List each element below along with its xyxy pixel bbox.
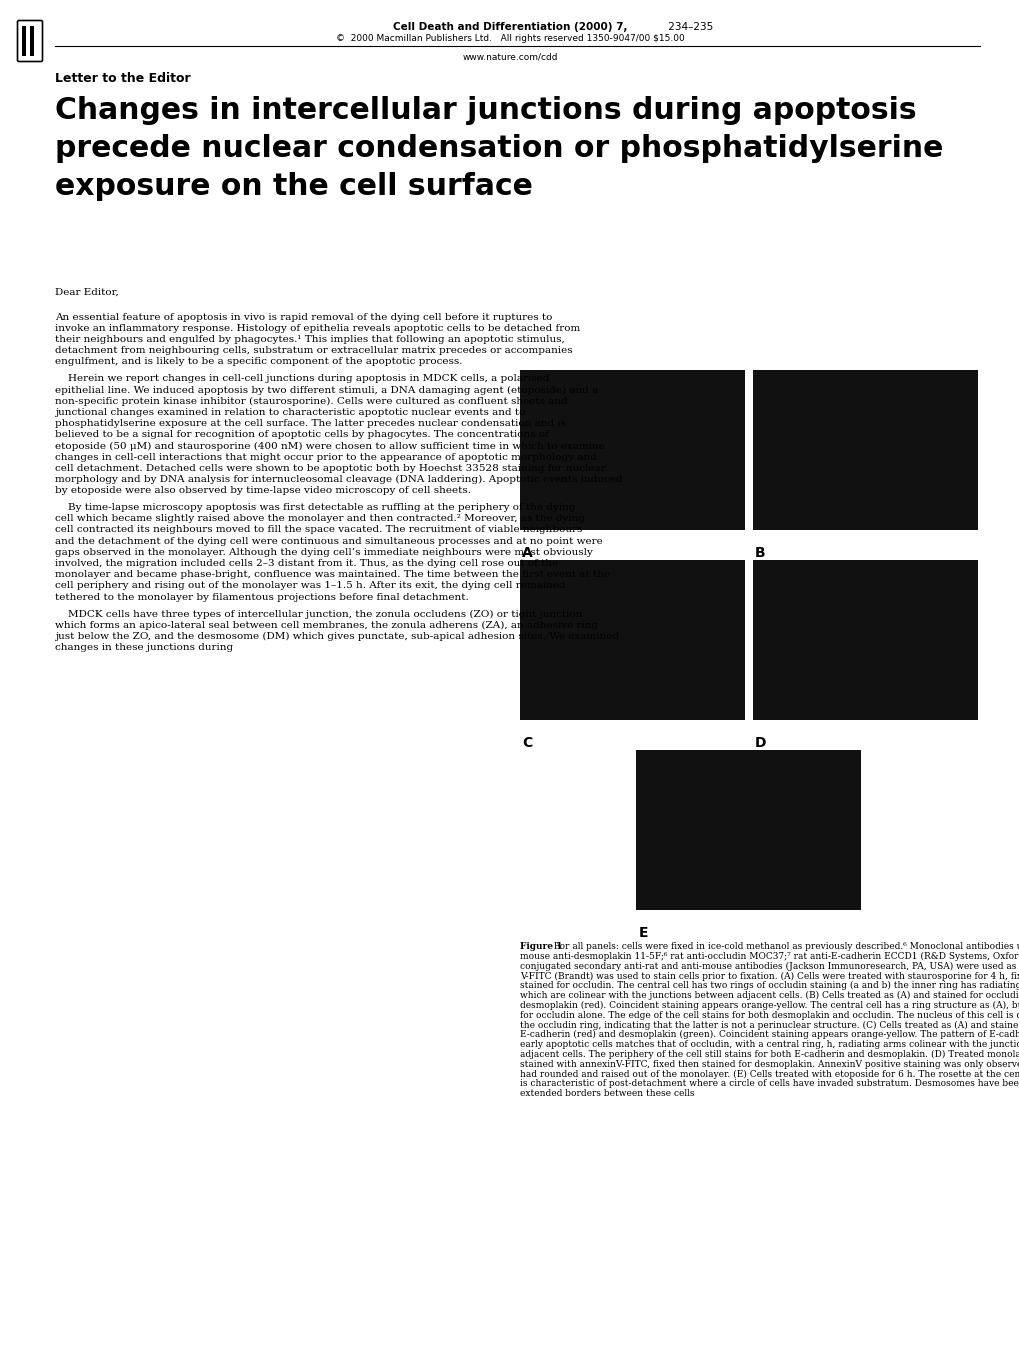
Text: early apoptotic cells matches that of occludin, with a central ring, h, radiatin: early apoptotic cells matches that of oc… (520, 1040, 1019, 1049)
Text: monolayer and became phase-bright, confluence was maintained. The time between t: monolayer and became phase-bright, confl… (55, 570, 609, 580)
Text: stained for occludin. The central cell has two rings of occludin staining (a and: stained for occludin. The central cell h… (520, 981, 1019, 991)
Text: Figure 1: Figure 1 (520, 942, 561, 951)
Text: Cell Death and Differentiation (2000) 7,: Cell Death and Differentiation (2000) 7, (392, 22, 627, 33)
Text: invoke an inflammatory response. Histology of epithelia reveals apoptotic cells : invoke an inflammatory response. Histolo… (55, 324, 580, 333)
Text: just below the ZO, and the desmosome (DM) which gives punctate, sub-apical adhes: just below the ZO, and the desmosome (DM… (55, 632, 619, 641)
Bar (520, 559, 744, 720)
Text: Changes in intercellular junctions during apoptosis: Changes in intercellular junctions durin… (55, 97, 916, 125)
Text: detachment from neighbouring cells, substratum or extracellular matrix precedes : detachment from neighbouring cells, subs… (55, 346, 572, 355)
Text: etoposide (50 μM) and staurosporine (400 nM) were chosen to allow sufficient tim: etoposide (50 μM) and staurosporine (400… (55, 441, 604, 450)
Text: changes in cell-cell interactions that might occur prior to the appearance of ap: changes in cell-cell interactions that m… (55, 453, 596, 461)
Text: Dear Editor,: Dear Editor, (55, 289, 118, 297)
Text: exposure on the cell surface: exposure on the cell surface (55, 171, 532, 201)
Text: morphology and by DNA analysis for internucleosomal cleavage (DNA laddering). Ap: morphology and by DNA analysis for inter… (55, 475, 622, 485)
Text: tethered to the monolayer by filamentous projections before final detachment.: tethered to the monolayer by filamentous… (55, 592, 469, 602)
Text: which forms an apico-lateral seal between cell membranes, the zonula adherens (Z: which forms an apico-lateral seal betwee… (55, 621, 597, 630)
Text: adjacent cells. The periphery of the cell still stains for both E-cadherin and d: adjacent cells. The periphery of the cel… (520, 1049, 1019, 1059)
Text: the occludin ring, indicating that the latter is not a perinuclear structure. (C: the occludin ring, indicating that the l… (520, 1021, 1019, 1029)
Text: conjugated secondary anti-rat and anti-mouse antibodies (Jackson Immunoresearch,: conjugated secondary anti-rat and anti-m… (520, 962, 1019, 970)
Text: desmoplakin (red). Coincident staining appears orange-yellow. The central cell h: desmoplakin (red). Coincident staining a… (520, 1000, 1019, 1010)
Text: E: E (638, 925, 647, 940)
Text: and the detachment of the dying cell were continuous and simultaneous processes : and the detachment of the dying cell wer… (55, 536, 602, 546)
Text: MDCK cells have three types of intercellular junction, the zonula occludens (ZO): MDCK cells have three types of intercell… (55, 610, 582, 618)
Text: ©  2000 Macmillan Publishers Ltd.   All rights reserved 1350-9047/00 $15.00: © 2000 Macmillan Publishers Ltd. All rig… (335, 34, 684, 44)
Bar (520, 370, 744, 529)
Text: epithelial line. We induced apoptosis by two different stimuli, a DNA damaging a: epithelial line. We induced apoptosis by… (55, 385, 598, 395)
Text: phosphatidylserine exposure at the cell surface. The latter precedes nuclear con: phosphatidylserine exposure at the cell … (55, 419, 566, 429)
Text: 234–235: 234–235 (664, 22, 712, 33)
Text: D: D (754, 736, 765, 750)
Text: stained with annexinV-FITC, fixed then stained for desmoplakin. AnnexinV positiv: stained with annexinV-FITC, fixed then s… (520, 1060, 1019, 1068)
Text: cell contracted its neighbours moved to fill the space vacated. The recruitment : cell contracted its neighbours moved to … (55, 525, 582, 535)
Text: Herein we report changes in cell-cell junctions during apoptosis in MDCK cells, : Herein we report changes in cell-cell ju… (55, 374, 549, 384)
Text: is characteristic of post-detachment where a circle of cells have invaded substr: is characteristic of post-detachment whe… (520, 1079, 1019, 1089)
Text: cell which became slightly raised above the monolayer and then contracted.² More: cell which became slightly raised above … (55, 514, 585, 523)
Text: An essential feature of apoptosis in vivo is rapid removal of the dying cell bef: An essential feature of apoptosis in viv… (55, 313, 552, 321)
Text: for occludin alone. The edge of the cell stains for both desmoplakin and occludi: for occludin alone. The edge of the cell… (520, 1011, 1019, 1019)
Text: precede nuclear condensation or phosphatidylserine: precede nuclear condensation or phosphat… (55, 133, 943, 163)
Bar (30, 26, 34, 56)
Bar (752, 559, 977, 720)
Text: junctional changes examined in relation to characteristic apoptotic nuclear even: junctional changes examined in relation … (55, 408, 525, 416)
Text: believed to be a signal for recognition of apoptotic cells by phagocytes. The co: believed to be a signal for recognition … (55, 430, 548, 440)
Text: had rounded and raised out of the monolayer. (E) Cells treated with etoposide fo: had rounded and raised out of the monola… (520, 1070, 1019, 1078)
Text: B: B (754, 546, 765, 559)
Text: non-specific protein kinase inhibitor (staurosporine). Cells were cultured as co: non-specific protein kinase inhibitor (s… (55, 396, 568, 406)
Bar (636, 750, 861, 911)
Text: cell periphery and rising out of the monolayer was 1–1.5 h. After its exit, the : cell periphery and rising out of the mon… (55, 581, 565, 591)
Text: By time-lapse microscopy apoptosis was first detectable as ruffling at the perip: By time-lapse microscopy apoptosis was f… (55, 504, 575, 512)
Text: V-FITC (Brandt) was used to stain cells prior to fixation. (A) Cells were treate: V-FITC (Brandt) was used to stain cells … (520, 972, 1019, 980)
Text: www.nature.com/cdd: www.nature.com/cdd (462, 52, 557, 61)
Text: A: A (522, 546, 532, 559)
Text: Letter to the Editor: Letter to the Editor (55, 72, 191, 84)
Text: by etoposide were also observed by time-lapse video microscopy of cell sheets.: by etoposide were also observed by time-… (55, 486, 471, 495)
Text: cell detachment. Detached cells were shown to be apoptotic both by Hoechst 33528: cell detachment. Detached cells were sho… (55, 464, 605, 472)
Text: For all panels: cells were fixed in ice-cold methanol as previously described.⁶ : For all panels: cells were fixed in ice-… (547, 942, 1019, 951)
Bar (22, 26, 25, 56)
Text: E-cadherin (red) and desmoplakin (green). Coincident staining appears orange-yel: E-cadherin (red) and desmoplakin (green)… (520, 1030, 1019, 1040)
Text: their neighbours and engulfed by phagocytes.¹ This implies that following an apo: their neighbours and engulfed by phagocy… (55, 335, 565, 344)
Text: engulfment, and is likely to be a specific component of the apoptotic process.: engulfment, and is likely to be a specif… (55, 358, 462, 366)
Bar (752, 370, 977, 529)
Text: which are colinear with the junctions between adjacent cells. (B) Cells treated : which are colinear with the junctions be… (520, 991, 1019, 1000)
Text: C: C (522, 736, 532, 750)
Text: extended borders between these cells: extended borders between these cells (520, 1089, 694, 1098)
FancyBboxPatch shape (17, 20, 43, 61)
Text: gaps observed in the monolayer. Although the dying cell’s immediate neighbours w: gaps observed in the monolayer. Although… (55, 548, 592, 557)
Text: changes in these junctions during: changes in these junctions during (55, 642, 233, 652)
Text: mouse anti-desmoplakin 11-5F;⁶ rat anti-occludin MOC37;⁷ rat anti-E-cadherin ECC: mouse anti-desmoplakin 11-5F;⁶ rat anti-… (520, 951, 1019, 961)
Text: involved, the migration included cells 2–3 distant from it. Thus, as the dying c: involved, the migration included cells 2… (55, 559, 557, 568)
